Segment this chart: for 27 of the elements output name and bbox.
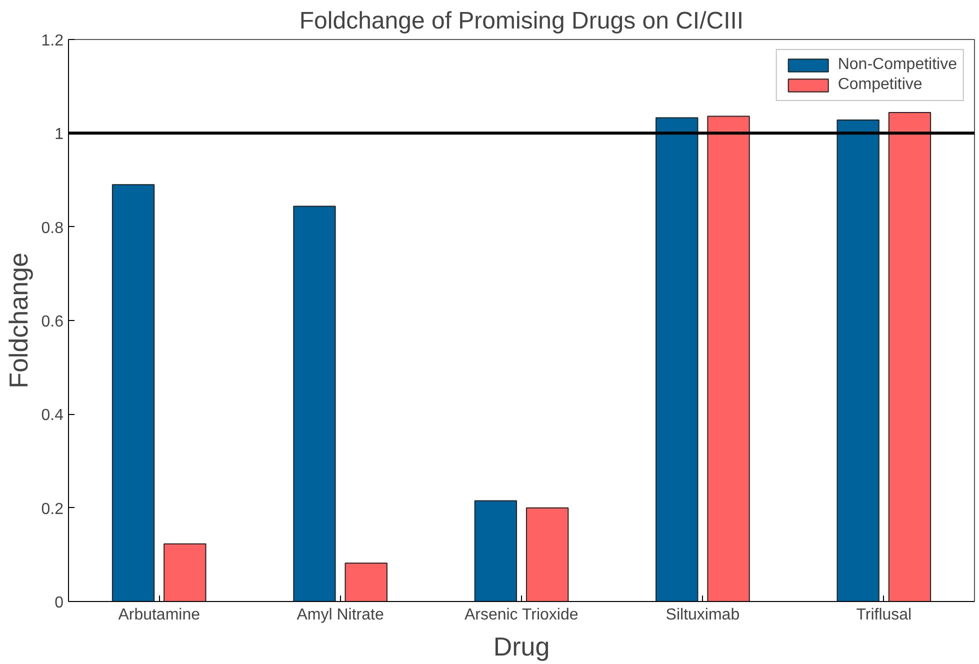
legend-label: Non-Competitive xyxy=(838,56,957,74)
bar xyxy=(836,120,880,602)
x-tick-label: Arsenic Trioxide xyxy=(464,606,578,624)
x-tick-label: Amyl Nitrate xyxy=(296,606,384,624)
y-tick-label: 1.2 xyxy=(41,32,64,50)
y-tick-label: 0.2 xyxy=(41,500,64,518)
bar xyxy=(112,184,155,602)
bar xyxy=(888,112,932,602)
y-tick-label: 0 xyxy=(54,594,64,612)
y-tick-label: 0.8 xyxy=(41,220,64,237)
bar xyxy=(474,500,518,602)
chart-title: Foldchange of Promising Drugs on CI/CIII xyxy=(299,8,744,34)
bar xyxy=(344,562,388,602)
y-tick-label: 0.6 xyxy=(41,314,64,330)
bar xyxy=(656,117,698,602)
bar xyxy=(526,507,569,602)
y-axis-title: Foldchange xyxy=(3,252,34,388)
x-tick-label: Triflusal xyxy=(856,606,912,624)
legend-label: Competitive xyxy=(838,76,922,94)
x-axis-title: Drug xyxy=(493,632,550,662)
x-tick-label: Siltuximab xyxy=(666,606,740,624)
y-tick-label: 0.4 xyxy=(41,407,64,424)
y-tick-label: 1 xyxy=(54,126,64,144)
bar xyxy=(707,116,750,602)
bar xyxy=(293,206,336,602)
x-tick-label: Arbutamine xyxy=(118,606,200,624)
bar xyxy=(164,543,206,602)
